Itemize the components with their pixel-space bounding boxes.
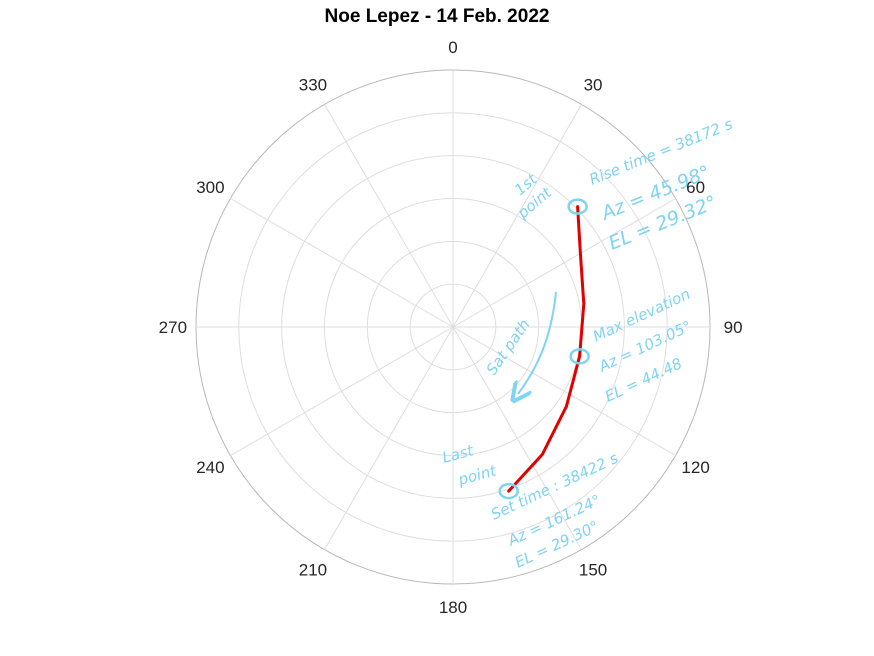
theta-tick-label-180: 180 — [439, 598, 467, 617]
annotation-rise-time: Rise time = 38172 s — [587, 115, 735, 189]
theta-gridline-240 — [230, 326, 454, 456]
theta-tick-labels: 0 30 60 90 120 150 180 210 240 270 300 330 — [159, 38, 743, 617]
theta-tick-label-330: 330 — [299, 75, 327, 94]
annotation-last-point-2: point — [455, 461, 499, 489]
theta-tick-label-240: 240 — [196, 458, 224, 477]
theta-gridline-120 — [452, 326, 676, 456]
theta-tick-label-270: 270 — [159, 318, 187, 337]
theta-tick-label-60: 60 — [686, 178, 705, 197]
theta-gridline-30 — [452, 104, 582, 328]
last-point-marker — [498, 482, 519, 500]
theta-tick-label-0: 0 — [448, 38, 457, 57]
theta-tick-label-150: 150 — [579, 561, 607, 580]
theta-tick-label-300: 300 — [196, 178, 224, 197]
satellite-track — [507, 205, 586, 493]
first-point-marker — [567, 198, 588, 215]
max-elevation-marker — [569, 348, 590, 365]
theta-gridline-60 — [452, 198, 676, 328]
theta-tick-label-90: 90 — [724, 318, 743, 337]
series-line-0 — [507, 205, 586, 493]
theta-gridline-210 — [324, 326, 454, 550]
sat-path-arrow — [518, 291, 557, 394]
polar-grid — [195, 69, 711, 585]
theta-gridline-150 — [452, 326, 582, 550]
theta-tick-label-210: 210 — [299, 561, 327, 580]
theta-gridline-300 — [230, 198, 454, 328]
annotation-last-point-1: Last — [440, 441, 476, 467]
chart-title: Noe Lepez - 14 Feb. 2022 — [324, 6, 550, 27]
theta-tick-label-30: 30 — [584, 75, 603, 94]
theta-gridline-330 — [324, 104, 454, 328]
theta-tick-label-120: 120 — [681, 458, 709, 477]
handwritten-annotations: 1st point Rise time = 38172 s Az = 45.98… — [440, 115, 735, 572]
